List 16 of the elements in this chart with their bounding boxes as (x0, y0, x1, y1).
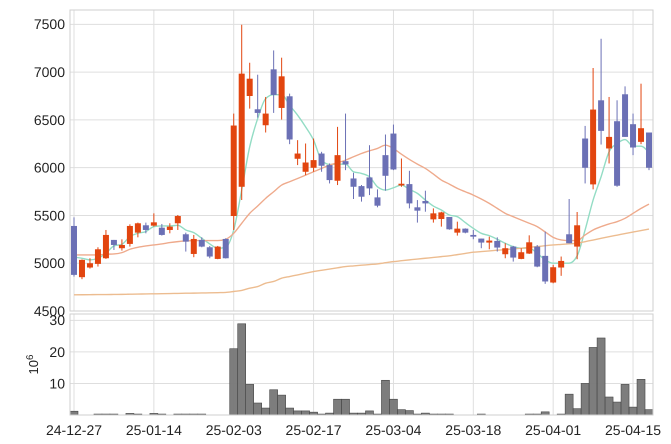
x-tick-label: 25-03-04 (365, 422, 422, 438)
x-tick-label: 25-02-03 (206, 422, 262, 438)
y-tick-label: 7500 (34, 16, 66, 32)
y-tick-label: 5000 (34, 255, 66, 272)
x-tick-label: 25-03-18 (445, 422, 502, 438)
y-tick-label: 7000 (34, 64, 66, 80)
x-tick-label: 25-04-15 (605, 422, 662, 438)
x-tick-label: 24-12-27 (46, 422, 102, 438)
x-tick-label: 25-04-01 (525, 422, 582, 438)
y-tick-label: 6000 (34, 160, 66, 176)
x-tick-label: 25-01-14 (126, 422, 182, 438)
x-tick-label: 25-02-17 (286, 422, 342, 438)
y-tick-label: 5500 (34, 207, 66, 224)
y-tick-label: 6500 (34, 112, 66, 128)
y-tick-label: 10 (49, 375, 66, 392)
y-tick-label: 20 (49, 344, 66, 360)
